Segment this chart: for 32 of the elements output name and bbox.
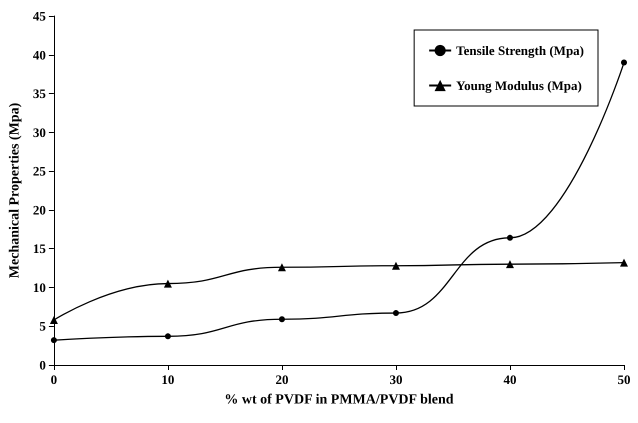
y-tick-label: 30 bbox=[32, 124, 46, 140]
y-tick-label: 35 bbox=[32, 86, 46, 102]
point bbox=[621, 60, 627, 66]
y-tick-label: 10 bbox=[32, 280, 46, 295]
y-tick-label: 0 bbox=[39, 358, 46, 372]
x-tick-label: 30 bbox=[389, 372, 402, 387]
point bbox=[620, 258, 628, 267]
y-tick-label: 25 bbox=[32, 164, 46, 179]
y-tick-label: 5 bbox=[39, 318, 46, 334]
legend-label: Young Modulus (Mpa) bbox=[456, 78, 582, 93]
point bbox=[164, 280, 172, 288]
point bbox=[392, 262, 400, 270]
x-tick-label: 40 bbox=[503, 372, 516, 387]
y-tick-label: 15 bbox=[32, 241, 46, 256]
x-tick-label: 20 bbox=[275, 372, 288, 387]
point bbox=[50, 316, 58, 324]
x-tick-label: 0 bbox=[50, 372, 58, 387]
point bbox=[164, 333, 171, 340]
point bbox=[506, 260, 514, 268]
y-tick-label: 45 bbox=[32, 8, 46, 24]
point bbox=[50, 337, 57, 344]
point bbox=[278, 263, 286, 272]
legend-label: Tensile Strength (Mpa) bbox=[456, 43, 584, 58]
point bbox=[278, 316, 285, 322]
y-tick-label: 20 bbox=[32, 202, 46, 218]
point bbox=[392, 310, 399, 316]
x-tick-label: 50 bbox=[618, 372, 630, 387]
x-axis-title: % wt of PVDF in PMMA/PVDF blend bbox=[224, 392, 454, 408]
y-axis-title: Mechanical Properties (Mpa) bbox=[8, 102, 22, 278]
y-tick-label: 40 bbox=[32, 47, 46, 62]
point bbox=[506, 234, 513, 241]
x-tick-label: 10 bbox=[161, 372, 174, 387]
